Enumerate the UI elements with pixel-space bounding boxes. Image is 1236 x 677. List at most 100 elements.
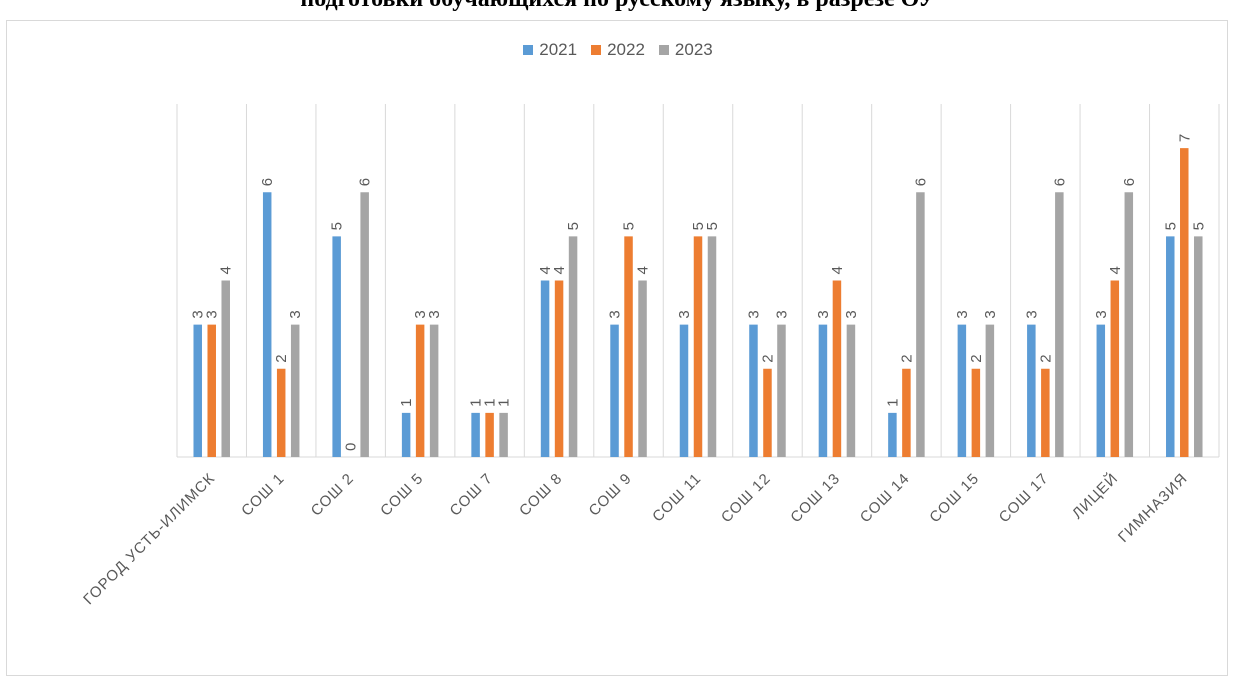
- data-label: 3: [190, 310, 207, 318]
- bar-2021-12: [1027, 324, 1036, 457]
- legend-swatch-2023: [658, 45, 669, 55]
- bar-2021-5: [540, 280, 550, 457]
- bar-2021-6: [610, 324, 619, 457]
- bar-2023-3: [429, 324, 439, 457]
- bar-2023-6: [638, 280, 647, 457]
- bar-2023-1: [290, 324, 300, 457]
- bar-2023-10: [916, 192, 925, 457]
- category-label: СОШ 12: [718, 470, 774, 526]
- bar-2023-7: [707, 236, 717, 457]
- bar-2022-12: [1041, 368, 1050, 457]
- data-label: 6: [1121, 178, 1138, 186]
- data-label: 5: [565, 222, 582, 230]
- category-label: СОШ 8: [516, 470, 566, 520]
- bar-2021-8: [749, 324, 758, 457]
- legend: 2021 2022 2023: [0, 40, 1236, 60]
- data-label: 4: [537, 266, 554, 274]
- bar-2022-7: [693, 236, 703, 457]
- bar-2023-0: [221, 280, 230, 457]
- data-label: 5: [1162, 222, 1179, 230]
- category-label: ГОРОД УСТЬ-ИЛИМСК: [80, 470, 218, 608]
- legend-swatch-2022: [591, 45, 602, 55]
- data-label: 0: [343, 443, 360, 451]
- data-label: 5: [690, 222, 707, 230]
- data-label: 3: [773, 310, 790, 318]
- data-label: 4: [635, 266, 652, 274]
- bar-2022-5: [554, 280, 564, 457]
- category-label: ЛИЦЕЙ: [1068, 469, 1121, 522]
- category-label: СОШ 15: [926, 470, 982, 526]
- bar-2022-1: [276, 368, 286, 457]
- bar-2023-14: [1194, 236, 1203, 457]
- data-label: 1: [482, 399, 499, 407]
- bar-2022-13: [1110, 280, 1120, 457]
- bar-2023-4: [499, 412, 508, 457]
- bar-2021-0: [193, 324, 202, 457]
- data-label: 6: [912, 178, 929, 186]
- data-label: 3: [815, 310, 832, 318]
- bar-2023-9: [846, 324, 856, 457]
- bar-2023-2: [360, 192, 369, 457]
- legend-label-2021: 2021: [539, 40, 578, 59]
- bar-2023-13: [1124, 192, 1134, 457]
- legend-item-2022: 2022: [591, 40, 645, 60]
- data-label: 5: [329, 222, 346, 230]
- legend-item-2021: 2021: [523, 40, 577, 60]
- data-label: 4: [551, 266, 568, 274]
- chart-frame: [6, 20, 1228, 676]
- data-label: 3: [676, 310, 693, 318]
- bar-2023-5: [568, 236, 578, 457]
- data-label: 6: [357, 178, 374, 186]
- data-label: 2: [273, 354, 290, 362]
- bar-2021-11: [957, 324, 967, 457]
- category-label: СОШ 1: [238, 470, 288, 520]
- data-label: 6: [259, 178, 276, 186]
- bar-2023-8: [777, 324, 786, 457]
- category-label: СОШ 13: [787, 470, 843, 526]
- category-label: ГИМНАЗИЯ: [1115, 470, 1191, 546]
- category-label: СОШ 17: [996, 470, 1052, 526]
- data-label: 1: [496, 399, 513, 407]
- data-label: 1: [398, 399, 415, 407]
- data-label: 4: [1107, 266, 1124, 274]
- legend-swatch-2021: [523, 45, 534, 55]
- data-label: 3: [954, 310, 971, 318]
- bar-2023-11: [985, 324, 995, 457]
- data-label: 3: [412, 310, 429, 318]
- legend-label-2023: 2023: [674, 40, 713, 59]
- data-label: 3: [1023, 310, 1040, 318]
- data-label: 3: [1093, 310, 1110, 318]
- data-label: 6: [1051, 178, 1068, 186]
- data-label: 5: [704, 222, 721, 230]
- bar-2021-14: [1166, 236, 1175, 457]
- data-label: 3: [982, 310, 999, 318]
- data-label: 3: [745, 310, 762, 318]
- bar-2022-14: [1180, 148, 1189, 457]
- bar-2021-13: [1096, 324, 1106, 457]
- data-label: 1: [468, 399, 485, 407]
- data-label: 5: [1190, 222, 1207, 230]
- data-label: 3: [607, 310, 624, 318]
- data-label: 4: [829, 266, 846, 274]
- bar-2023-12: [1055, 192, 1064, 457]
- data-label: 2: [1037, 354, 1054, 362]
- data-label: 1: [884, 399, 901, 407]
- data-label: 3: [843, 310, 860, 318]
- bar-2022-3: [415, 324, 425, 457]
- bar-2021-3: [401, 412, 411, 457]
- bar-2021-10: [888, 412, 897, 457]
- category-label: СОШ 5: [377, 470, 427, 520]
- data-label: 3: [287, 310, 304, 318]
- bar-2022-4: [485, 412, 494, 457]
- data-label: 2: [898, 354, 915, 362]
- legend-label-2022: 2022: [607, 40, 645, 59]
- bar-2022-6: [624, 236, 633, 457]
- data-label: 3: [204, 310, 221, 318]
- bar-2021-1: [262, 192, 272, 457]
- data-label: 2: [759, 354, 776, 362]
- category-label: СОШ 2: [308, 470, 358, 520]
- data-label: 4: [218, 266, 235, 274]
- data-label: 7: [1176, 134, 1193, 142]
- bar-2021-7: [679, 324, 689, 457]
